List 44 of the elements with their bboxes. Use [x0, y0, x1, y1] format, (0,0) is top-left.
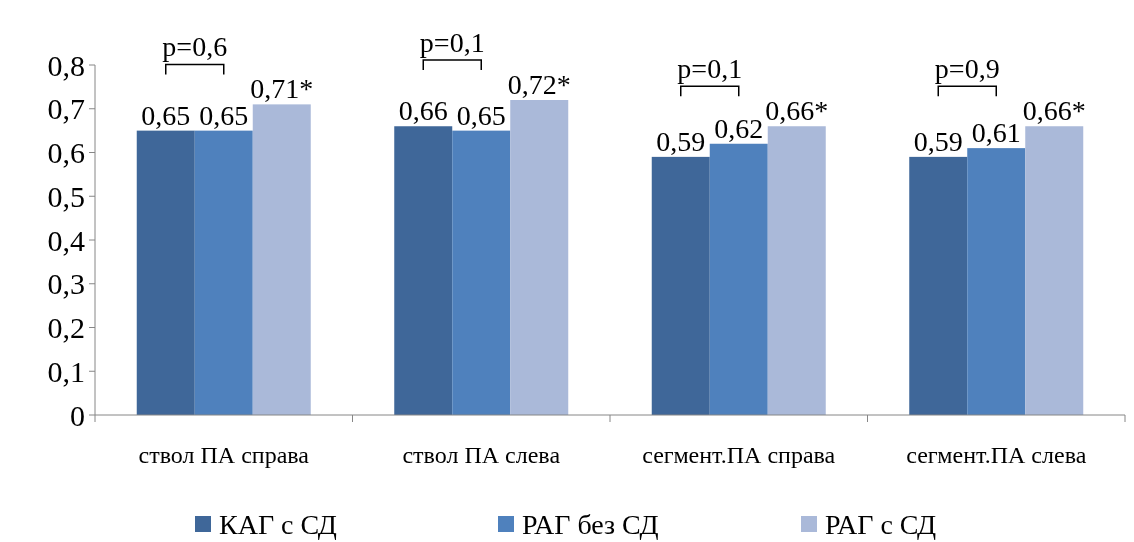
y-tick-label: 0,2 — [47, 311, 85, 344]
data-label: 0,66 — [398, 95, 448, 127]
legend-label: РАГ без СД — [522, 508, 659, 540]
y-tick-label: 0,6 — [47, 136, 85, 169]
y-tick-label: 0,8 — [47, 48, 85, 82]
data-label: 0,65 — [199, 99, 249, 131]
annotation: p=0,1 — [677, 53, 743, 85]
text: p=0,1 — [419, 27, 485, 58]
data-label: 0,61 — [971, 117, 1021, 149]
y-tick-label: 0,7 — [47, 92, 85, 126]
bar — [252, 104, 311, 415]
bar — [394, 126, 453, 415]
text: p=0,6 — [162, 31, 228, 63]
data-label: 0,72* — [507, 69, 571, 100]
data-label: 0,65 — [141, 99, 191, 131]
bar — [909, 156, 968, 415]
data-label: 0,71* — [250, 73, 314, 105]
x-tick-label: сегмент.ПА справа — [642, 442, 836, 468]
bar — [967, 148, 1026, 415]
x-tick-label: сегмент.ПА слева — [906, 442, 1087, 468]
bar — [452, 130, 511, 415]
y-tick-label: 0,4 — [47, 223, 85, 257]
x-tick-label: ствол ПА слева — [402, 442, 561, 468]
y-tick-label: 0,5 — [47, 179, 85, 213]
data-label: 0,66* — [765, 95, 829, 127]
legend-label: РАГ с СД — [825, 508, 937, 540]
annotation: p=0,9 — [934, 53, 1000, 85]
bar — [651, 156, 710, 415]
y-tick-label: 0,3 — [47, 267, 85, 301]
bar — [194, 130, 253, 415]
data-label: 0,65 — [456, 99, 506, 131]
bar — [136, 130, 195, 415]
data-label: 0,66* — [1022, 95, 1086, 127]
bar — [1025, 126, 1084, 415]
data-label: 0,59 — [656, 125, 706, 157]
y-tick-label: 0,1 — [47, 354, 85, 388]
data-label: 0,62 — [714, 112, 764, 144]
bar — [767, 126, 826, 415]
y-tick-label: 0 — [70, 398, 85, 432]
x-tick-label: ствол ПА справа — [138, 442, 310, 468]
legend-label: КАГ с СД — [219, 508, 337, 540]
bar — [510, 100, 569, 415]
data-label: 0,59 — [913, 125, 963, 157]
bar — [709, 143, 768, 415]
